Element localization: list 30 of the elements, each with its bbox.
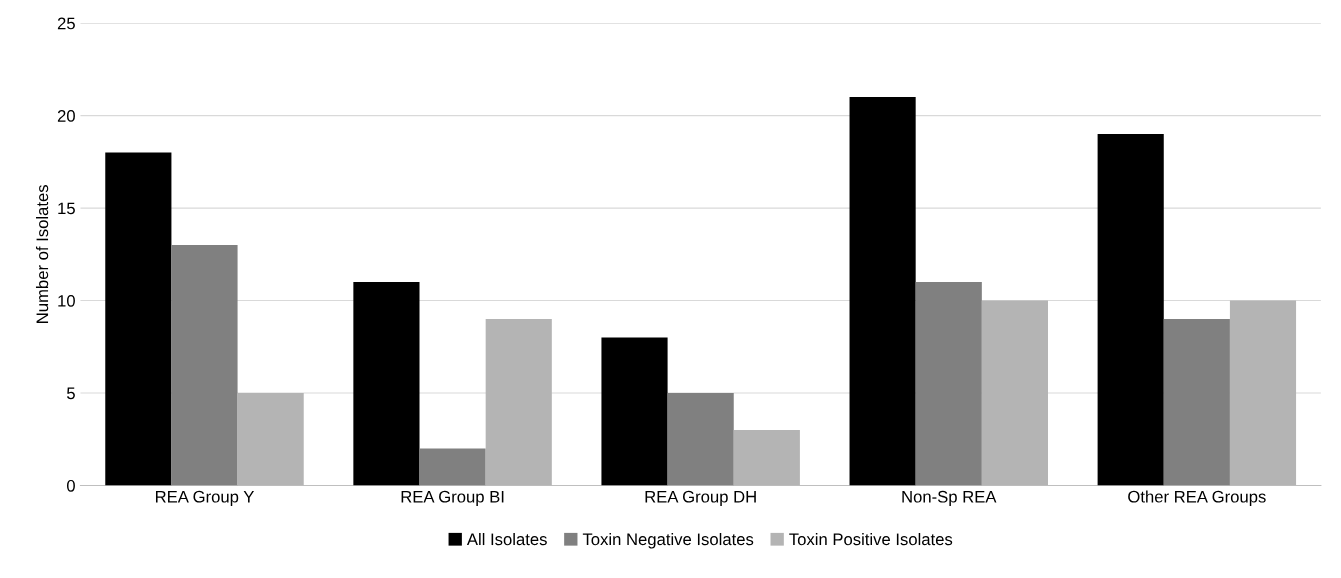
x-tick-label: Non-Sp REA xyxy=(902,490,997,506)
bar xyxy=(915,282,982,486)
y-tick-label: 10 xyxy=(58,294,75,307)
bar xyxy=(667,393,734,486)
legend-label: Toxin Positive Isolates xyxy=(789,532,953,546)
y-tick-label: 15 xyxy=(58,202,75,215)
legend-label: Toxin Negative Isolates xyxy=(582,532,754,549)
bar xyxy=(237,393,304,486)
bar xyxy=(733,430,800,486)
x-tick-label: REA Group BI xyxy=(401,490,504,506)
bar xyxy=(485,319,552,486)
x-tick-label: Other REA Groups xyxy=(1128,490,1266,506)
y-axis-title: Number of Isolates xyxy=(35,184,49,323)
bar xyxy=(105,152,172,486)
y-tick-label: 20 xyxy=(57,110,75,122)
bar xyxy=(981,300,1048,486)
bar xyxy=(419,448,486,486)
bar xyxy=(601,337,668,486)
bar xyxy=(1097,134,1164,486)
bar xyxy=(1163,319,1230,486)
bar xyxy=(353,282,420,486)
y-tick-label: 5 xyxy=(67,387,75,400)
bar xyxy=(1229,300,1297,486)
legend-label: All Isolates xyxy=(466,532,547,546)
y-tick-label: 25 xyxy=(57,17,75,30)
bar xyxy=(849,97,916,486)
x-tick-label: REA Group Y xyxy=(155,490,255,506)
x-tick-label: REA Group DH xyxy=(645,490,756,506)
y-tick-label: 0 xyxy=(66,479,75,492)
bar xyxy=(171,245,238,486)
